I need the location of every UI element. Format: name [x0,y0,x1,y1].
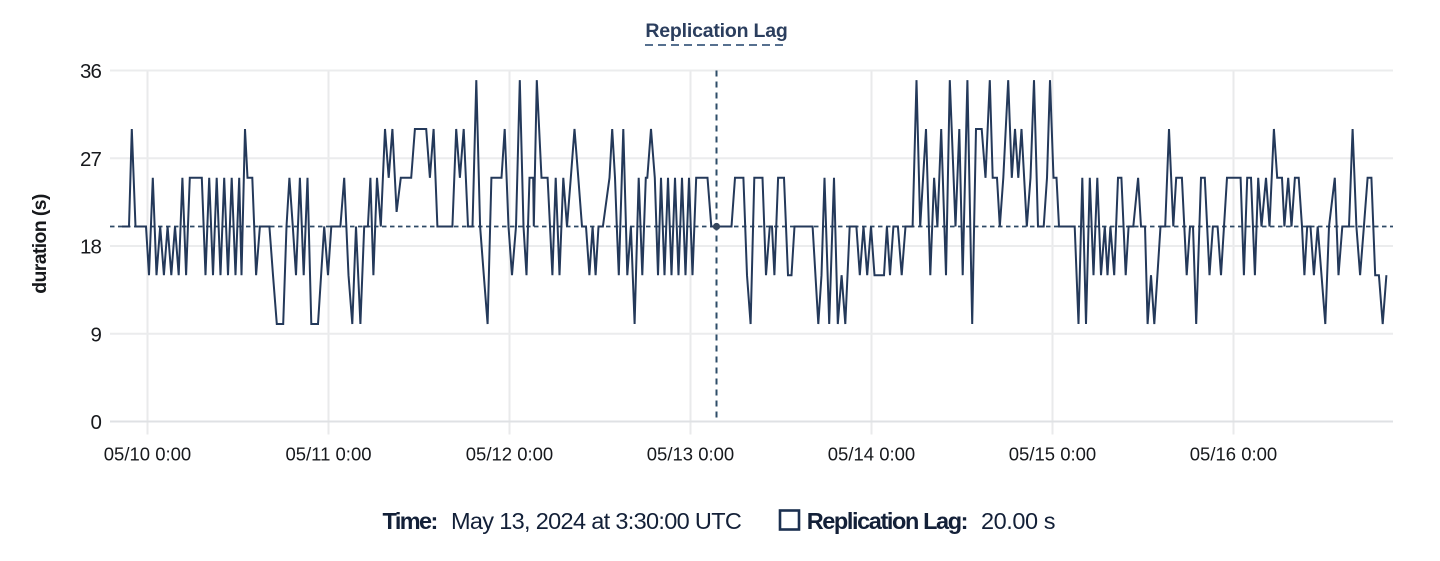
svg-text:Replication Lag: Replication Lag [645,20,787,42]
svg-text:05/11 0:00: 05/11 0:00 [285,444,371,465]
svg-text:05/16 0:00: 05/16 0:00 [1190,444,1277,465]
svg-text:Replication Lag:: Replication Lag: [807,508,967,534]
svg-text:36: 36 [80,60,102,83]
svg-text:9: 9 [90,323,101,346]
svg-text:0: 0 [90,411,101,434]
svg-text:05/15 0:00: 05/15 0:00 [1009,444,1096,465]
svg-text:05/10 0:00: 05/10 0:00 [104,444,191,465]
svg-text:18: 18 [80,236,102,259]
svg-text:May 13, 2024 at 3:30:00 UTC: May 13, 2024 at 3:30:00 UTC [451,508,742,534]
svg-text:20.00 s: 20.00 s [981,508,1055,534]
svg-text:Time:: Time: [383,508,437,534]
svg-text:05/12 0:00: 05/12 0:00 [466,444,553,465]
svg-text:05/14 0:00: 05/14 0:00 [828,444,915,465]
svg-text:05/13 0:00: 05/13 0:00 [647,444,734,465]
svg-text:27: 27 [80,148,102,171]
svg-text:duration (s): duration (s) [29,194,51,294]
